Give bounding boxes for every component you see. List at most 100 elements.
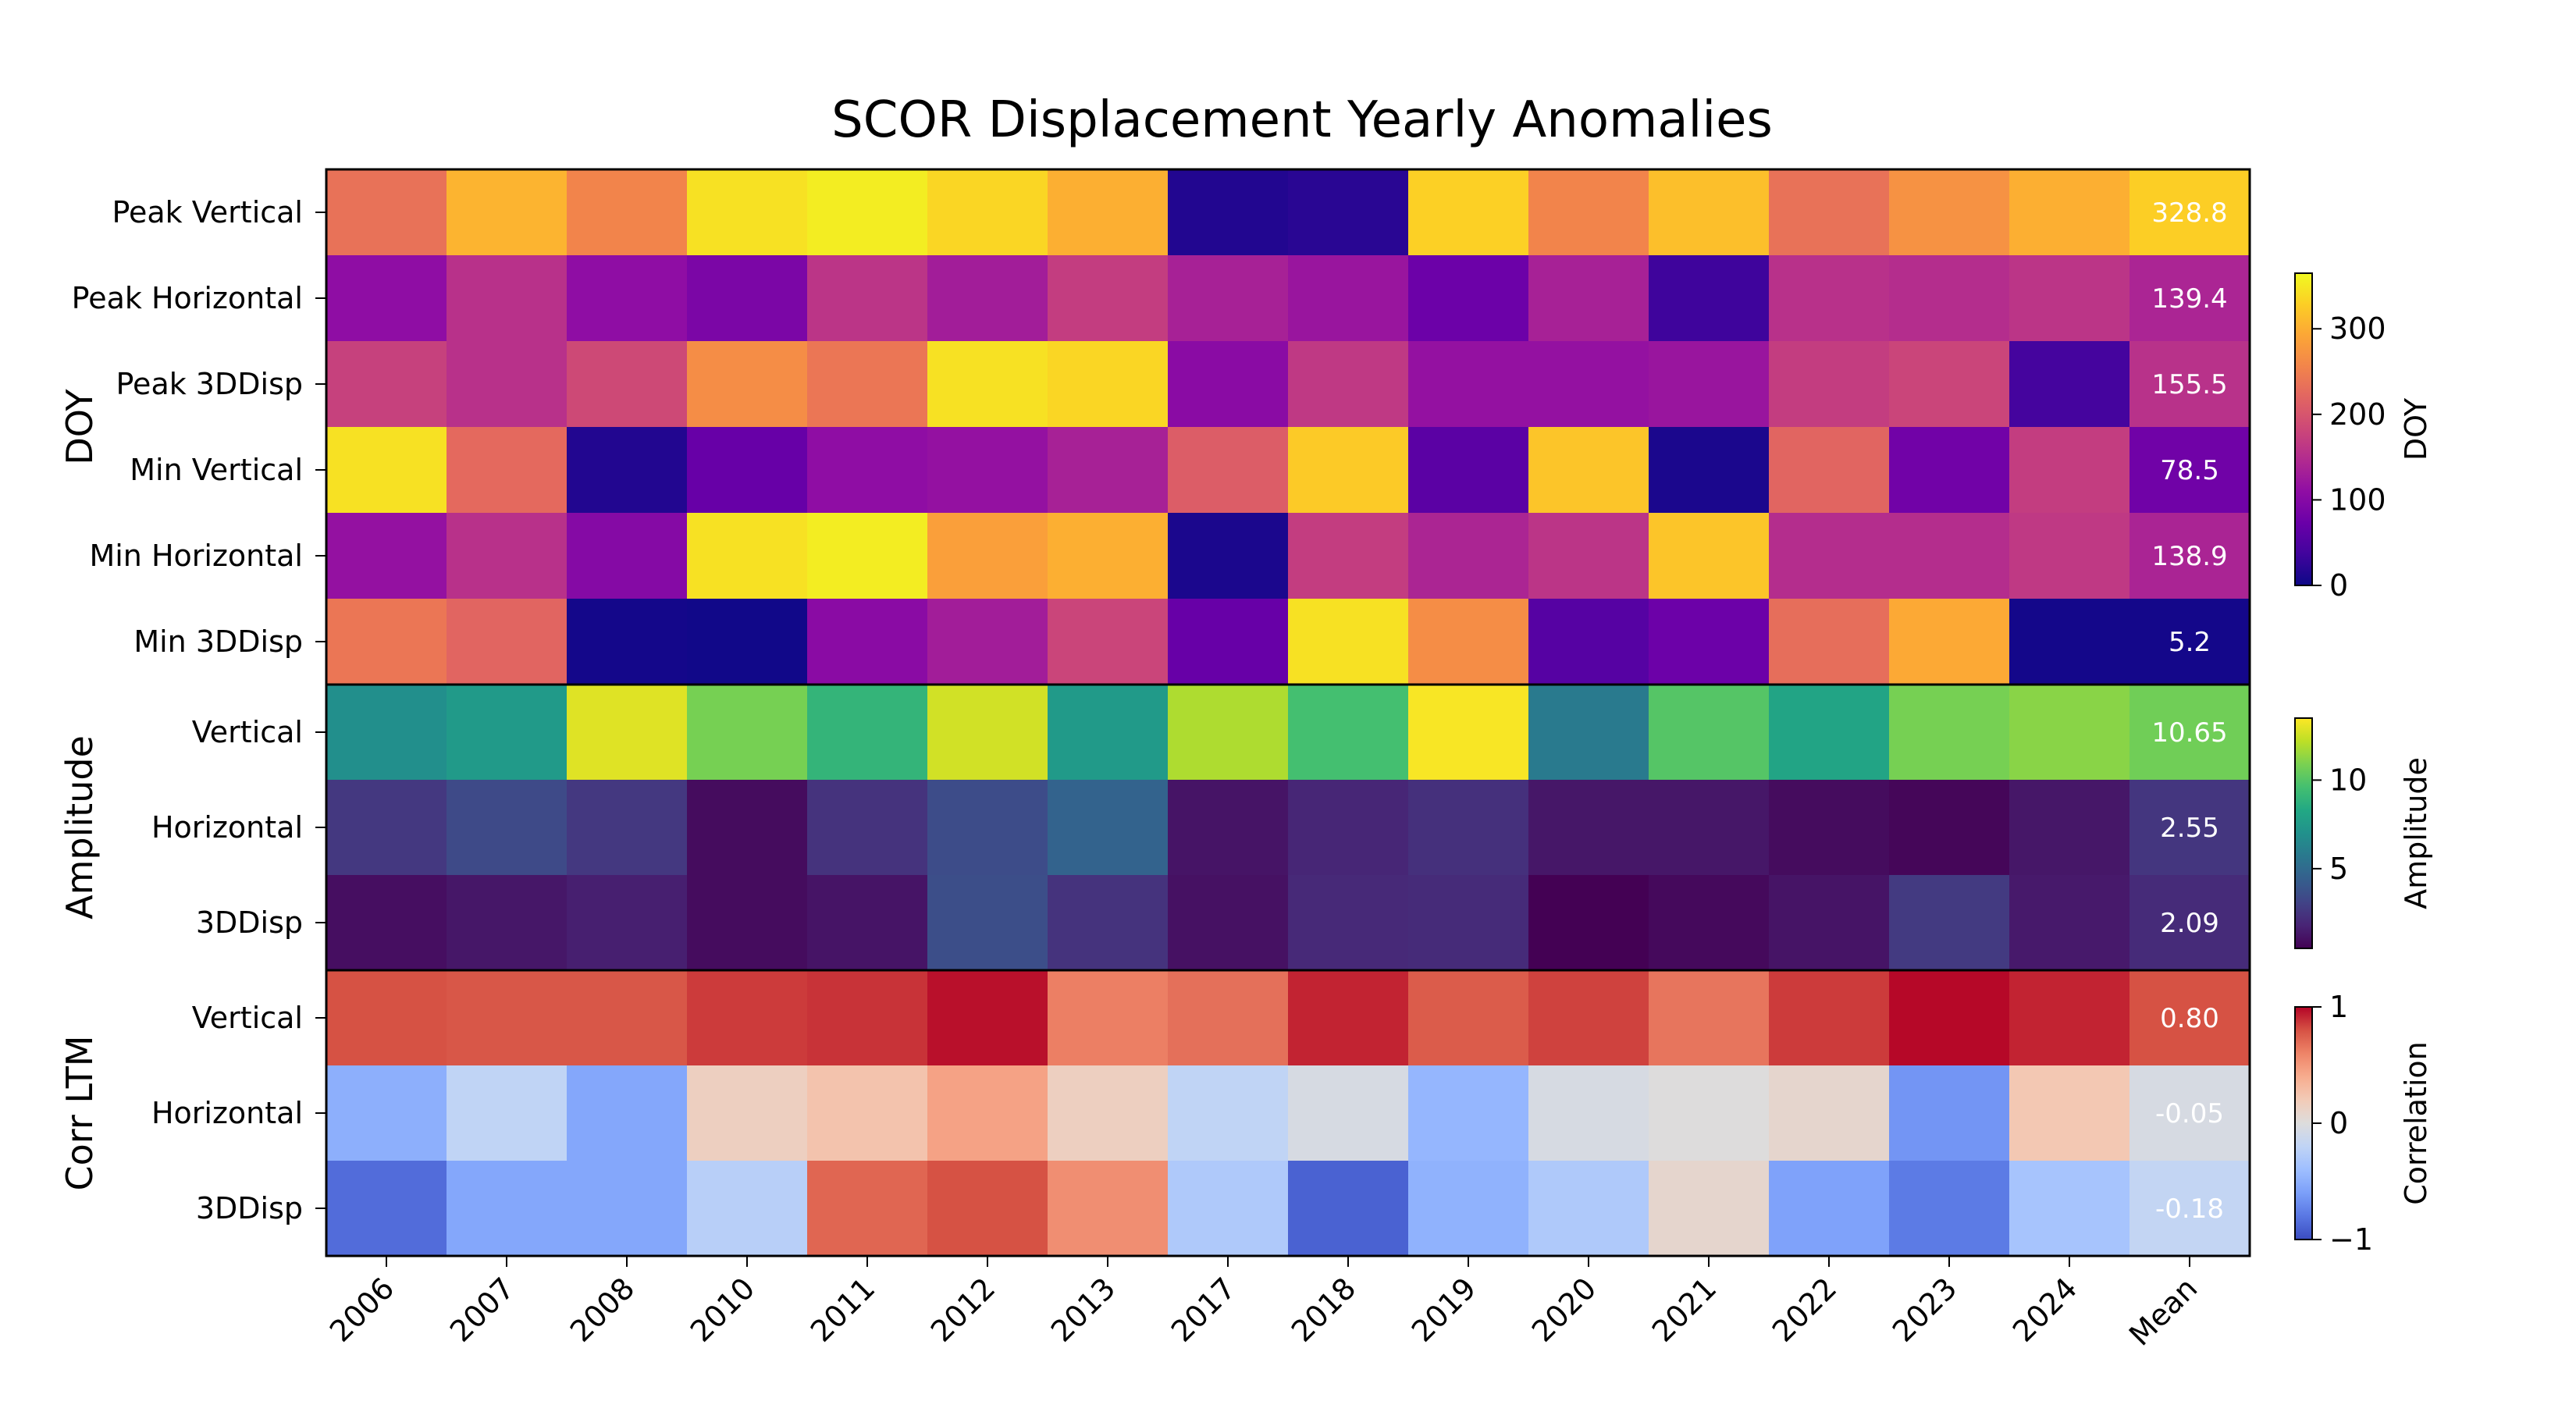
mean-value-label: 139.4	[2151, 283, 2227, 315]
colorbar-tick-label: 300	[2329, 311, 2386, 346]
cell-doy-min-3ddisp-2019	[1408, 599, 1529, 685]
cell-amplitude-horizontal-2007	[447, 780, 568, 876]
colorbar-doy	[2294, 272, 2313, 586]
cell-doy-peak-horizontal-2023	[1889, 255, 2010, 342]
cell-corr-ltm-vertical-2023	[1889, 970, 2010, 1066]
cell-corr-ltm-horizontal-2024	[2009, 1065, 2130, 1161]
cell-corr-ltm-horizontal-2011	[807, 1065, 928, 1161]
cell-amplitude-3ddisp-2023	[1889, 875, 2010, 971]
cell-doy-peak-3ddisp-2011	[807, 341, 928, 428]
cell-amplitude-3ddisp-2006	[326, 875, 447, 971]
row-label: 3DDisp	[196, 905, 303, 940]
cell-corr-ltm-horizontal-2023	[1889, 1065, 2010, 1161]
cell-doy-min-vertical-2017	[1168, 427, 1289, 514]
cell-corr-ltm-horizontal-2013	[1048, 1065, 1169, 1161]
cell-doy-min-3ddisp-2018	[1288, 599, 1409, 685]
cell-corr-ltm-3ddisp-2011	[807, 1161, 928, 1257]
mean-value-label: 155.5	[2151, 369, 2227, 400]
cell-doy-min-3ddisp-mean	[2129, 599, 2250, 685]
cell-corr-ltm-horizontal-2007	[447, 1065, 568, 1161]
row-label: Peak 3DDisp	[116, 367, 304, 401]
cell-doy-min-horizontal-2008	[567, 513, 688, 599]
row-label: Vertical	[192, 1001, 303, 1035]
cell-doy-peak-vertical-2008	[567, 169, 688, 256]
cell-amplitude-3ddisp-2020	[1528, 875, 1649, 971]
cell-doy-peak-horizontal-2021	[1649, 255, 1770, 342]
plot-frame	[325, 168, 2251, 1257]
cell-corr-ltm-3ddisp-2008	[567, 1161, 688, 1257]
cell-doy-peak-3ddisp-2019	[1408, 341, 1529, 428]
row-label: Min Vertical	[130, 453, 303, 487]
cell-amplitude-vertical-2008	[567, 685, 688, 781]
cell-doy-peak-3ddisp-2023	[1889, 341, 2010, 428]
cell-doy-peak-horizontal-2008	[567, 255, 688, 342]
cell-doy-peak-horizontal-2020	[1528, 255, 1649, 342]
cell-corr-ltm-horizontal-2020	[1528, 1065, 1649, 1161]
cell-doy-peak-vertical-mean	[2129, 169, 2250, 256]
chart-title: SCOR Displacement Yearly Anomalies	[831, 91, 1773, 149]
cell-doy-min-vertical-2013	[1048, 427, 1169, 514]
cell-amplitude-vertical-2011	[807, 685, 928, 781]
cell-amplitude-3ddisp-2011	[807, 875, 928, 971]
row-label: Min 3DDisp	[133, 624, 303, 659]
cell-amplitude-horizontal-2012	[927, 780, 1048, 876]
cell-doy-min-horizontal-2021	[1649, 513, 1770, 599]
cell-doy-min-horizontal-2017	[1168, 513, 1289, 599]
cell-amplitude-3ddisp-2021	[1649, 875, 1770, 971]
column-label: 2010	[684, 1271, 762, 1349]
cell-corr-ltm-vertical-2013	[1048, 970, 1169, 1066]
cell-doy-peak-horizontal-2007	[447, 255, 568, 342]
cell-doy-min-horizontal-2023	[1889, 513, 2010, 599]
cell-doy-peak-3ddisp-2021	[1649, 341, 1770, 428]
cell-doy-min-horizontal-2007	[447, 513, 568, 599]
cell-doy-min-horizontal-2011	[807, 513, 928, 599]
cell-amplitude-3ddisp-2007	[447, 875, 568, 971]
column-label: 2021	[1646, 1271, 1724, 1349]
cell-doy-min-horizontal-2018	[1288, 513, 1409, 599]
cell-amplitude-3ddisp-2013	[1048, 875, 1169, 971]
colorbar-label: Amplitude	[2399, 757, 2433, 909]
cell-corr-ltm-horizontal-2006	[326, 1065, 447, 1161]
cell-doy-peak-3ddisp-2010	[687, 341, 808, 428]
cell-doy-peak-3ddisp-2008	[567, 341, 688, 428]
column-label: 2020	[1525, 1271, 1603, 1349]
cell-amplitude-3ddisp-2022	[1769, 875, 1890, 971]
mean-value-label: 328.8	[2151, 197, 2227, 229]
cell-amplitude-horizontal-2011	[807, 780, 928, 876]
column-label: 2019	[1405, 1271, 1483, 1349]
column-label: Mean	[2122, 1271, 2204, 1352]
cell-doy-min-3ddisp-2023	[1889, 599, 2010, 685]
cell-corr-ltm-3ddisp-2006	[326, 1161, 447, 1257]
row-label: Horizontal	[151, 810, 303, 845]
column-label: 2006	[323, 1271, 401, 1349]
cell-amplitude-horizontal-2020	[1528, 780, 1649, 876]
cell-amplitude-vertical-2021	[1649, 685, 1770, 781]
cell-doy-min-3ddisp-2022	[1769, 599, 1890, 685]
cell-corr-ltm-vertical-2007	[447, 970, 568, 1066]
column-label: 2012	[924, 1271, 1002, 1349]
colorbar-label: DOY	[2399, 397, 2433, 461]
cell-doy-peak-3ddisp-2006	[326, 341, 447, 428]
cell-amplitude-horizontal-2024	[2009, 780, 2130, 876]
colorbar-tick-label: 5	[2329, 852, 2348, 886]
group-label: Amplitude	[59, 735, 101, 919]
cell-doy-peak-vertical-2020	[1528, 169, 1649, 256]
cell-doy-peak-vertical-2012	[927, 169, 1048, 256]
cell-corr-ltm-horizontal-2008	[567, 1065, 688, 1161]
cell-amplitude-vertical-2007	[447, 685, 568, 781]
cell-doy-peak-horizontal-2017	[1168, 255, 1289, 342]
cell-corr-ltm-vertical-2010	[687, 970, 808, 1066]
cell-doy-peak-vertical-2007	[447, 169, 568, 256]
cell-amplitude-3ddisp-mean	[2129, 875, 2250, 971]
row-label: Min Horizontal	[89, 539, 303, 573]
row-label: 3DDisp	[196, 1191, 303, 1225]
cell-doy-min-horizontal-2006	[326, 513, 447, 599]
colorbar-tick-label: 10	[2329, 763, 2367, 797]
cell-corr-ltm-horizontal-2022	[1769, 1065, 1890, 1161]
cell-amplitude-horizontal-2013	[1048, 780, 1169, 876]
cell-amplitude-vertical-2012	[927, 685, 1048, 781]
cell-doy-min-3ddisp-2021	[1649, 599, 1770, 685]
cell-doy-peak-horizontal-2006	[326, 255, 447, 342]
row-label: Vertical	[192, 715, 303, 749]
cell-doy-min-vertical-2006	[326, 427, 447, 514]
